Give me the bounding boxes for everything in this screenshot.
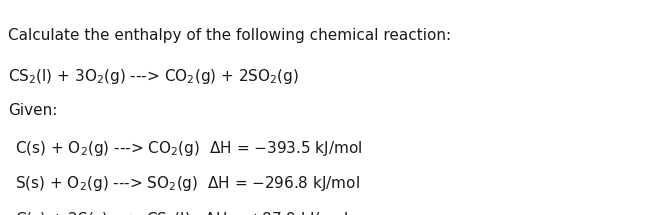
Text: Calculate the enthalpy of the following chemical reaction:: Calculate the enthalpy of the following … [8, 28, 451, 43]
Text: S(s) + O$_2$(g) ---> SO$_2$(g)  ΔH = −296.8 kJ/mol: S(s) + O$_2$(g) ---> SO$_2$(g) ΔH = −296… [15, 174, 359, 193]
Text: Given:: Given: [8, 103, 57, 118]
Text: C(s) + O$_2$(g) ---> CO$_2$(g)  ΔH = −393.5 kJ/mol: C(s) + O$_2$(g) ---> CO$_2$(g) ΔH = −393… [15, 139, 362, 158]
Text: C(s) + 2S(s) ---> CS$_2$(l)   ΔH = +87.9 kJ/mol: C(s) + 2S(s) ---> CS$_2$(l) ΔH = +87.9 k… [15, 210, 348, 215]
Text: CS$_2$(l) + 3O$_2$(g) ---> CO$_2$(g) + 2SO$_2$(g): CS$_2$(l) + 3O$_2$(g) ---> CO$_2$(g) + 2… [8, 67, 299, 86]
